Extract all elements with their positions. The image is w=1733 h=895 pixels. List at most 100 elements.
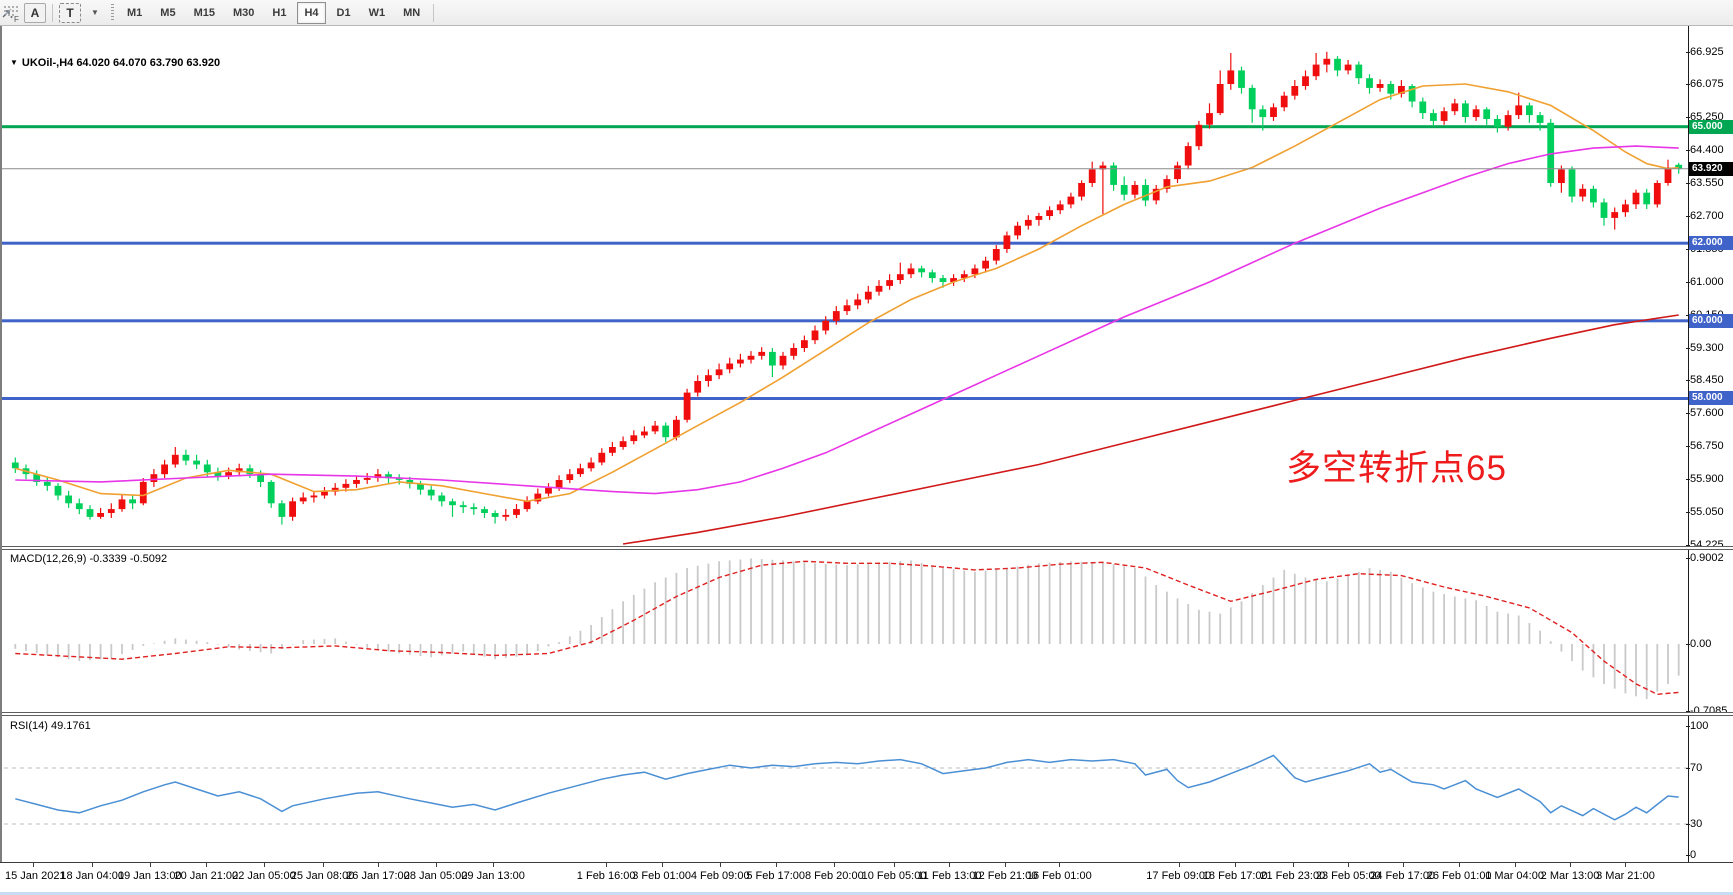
symbol-label-text: UKOil-,H4 64.020 64.070 63.790 63.920 [21,57,221,69]
time-tick [322,863,324,867]
timeframe-button-h4[interactable]: H4 [297,1,326,24]
time-tick [92,863,94,867]
time-tick [32,863,34,867]
time-axis-label: 29 Jan 13:00 [461,870,525,882]
time-tick [661,863,663,867]
time-tick [720,863,722,867]
level-line [2,319,1690,323]
panel-splitter[interactable] [2,546,1733,550]
time-axis-label: 1 Mar 04:00 [1485,870,1544,882]
price-tick-label: 65.250 [1686,111,1733,124]
ma-slow-line [622,314,1679,545]
time-tick [949,863,951,867]
timeframe-button-d1[interactable]: D1 [336,6,351,19]
macd-indicator-label: MACD(12,26,9) -0.3339 -0.5092 [10,553,168,565]
chart-annotation-text[interactable]: 多空转折点65 [1286,449,1507,488]
rsi-line [15,754,1679,821]
toolbar: F A T ▼ M1 M5 M15 M30 H1 H4 D1 W1 MN [0,0,1733,26]
time-axis-label: 5 Feb 17:00 [746,870,806,882]
time-axis-label: 28 Jan 05:00 [403,870,468,882]
symbol-ohlc-label: ▼ UKOil-,H4 64.020 64.070 63.790 63.920 [10,57,220,69]
time-axis-label: 10 Feb 05:00 [861,870,927,882]
time-tick [377,863,379,867]
timeframe-button-m30[interactable]: M30 [232,6,255,19]
time-tick [1514,863,1516,867]
panel-splitter[interactable] [2,712,1733,716]
time-tick [775,863,777,867]
macd-scale-label: 0.00 [1686,638,1733,651]
macd-signal-line [15,560,1679,696]
price-tick-label: 61.000 [1686,276,1733,289]
timeframe-button-m15[interactable]: M15 [193,6,215,19]
timeframe-button-mn[interactable]: MN [403,6,421,19]
price-tick-label: 66.075 [1686,78,1733,91]
time-axis-label: 24 Feb 17:00 [1370,870,1436,882]
time-tick [263,863,265,867]
ma-medium-line [15,145,1679,495]
time-axis-label: 2 Mar 13:00 [1540,870,1600,882]
time-tick [1059,863,1061,867]
timeframe-button-h1[interactable]: H1 [272,6,287,19]
time-axis-label: 22 Jan 05:00 [232,870,296,882]
time-tick [149,863,151,867]
time-axis-label: 20 Jan 21:00 [174,870,239,882]
price-level-badge: 65.000 [1689,119,1733,134]
price-tick-label: 56.750 [1686,440,1733,453]
time-axis-label: 16 Feb 01:00 [1026,870,1092,882]
timeframe-button-w1[interactable]: W1 [368,6,386,19]
time-tick [894,863,896,867]
svg-text:F: F [14,15,19,23]
time-axis-label: 3 Mar 21:00 [1596,870,1655,882]
toolbar-separator [433,3,435,22]
level-line [2,125,1690,129]
time-axis-label: 18 Jan 04:00 [60,870,125,882]
current-price-badge: 63.920 [1689,161,1733,176]
time-axis-label: 17 Feb 09:00 [1146,870,1212,882]
price-level-badge: 62.000 [1689,236,1733,251]
rsi-scale-label: 0 [1686,849,1733,862]
price-tick-label: 55.900 [1686,473,1733,486]
time-axis-label: 8 Feb 20:00 [804,870,864,882]
time-tick [1625,863,1627,867]
rsi-indicator-label: RSI(14) 49.1761 [10,720,91,732]
price-tick-label: 58.450 [1686,374,1733,387]
rsi-scale-label: 100 [1686,720,1733,733]
timeframe-button-m5[interactable]: M5 [160,6,176,19]
rsi-scale-label: 70 [1686,762,1733,775]
time-tick [1235,863,1237,867]
time-axis-label: 23 Feb 05:00 [1315,870,1381,882]
price-level-badge: 58.000 [1689,391,1733,406]
macd-canvas[interactable] [2,549,1733,712]
time-tick [206,863,208,867]
price-axis-line [1688,26,1689,862]
time-axis-label: 18 Feb 17:00 [1202,870,1268,882]
time-tick [834,863,836,867]
toolbar-separator [52,3,53,22]
double-arrows-icon [2,8,13,18]
price-tick-label: 63.550 [1686,177,1733,190]
time-axis-label: 19 Jan 13:00 [117,870,182,882]
rsi-scale-label: 30 [1686,818,1733,831]
price-tick-label: 55.050 [1686,506,1733,519]
collapse-triangle-icon[interactable]: ▼ [10,58,18,67]
text-tool-t-button[interactable]: T [59,2,81,23]
chart-window[interactable]: ▼ UKOil-,H4 64.020 64.070 63.790 63.920 M… [0,26,1733,895]
arrow-text-a-button[interactable]: A [24,2,46,23]
level-line [2,397,1690,400]
arrows-style-dropdown-button[interactable]: ▼ [2,3,105,23]
timeframe-button-m1[interactable]: M1 [127,6,143,19]
time-axis[interactable]: 15 Jan 2021 18 Jan 04:00 19 Jan 13:00 20 Ja… [0,862,1733,894]
candles-group [11,51,1683,525]
price-level-badge: 60.000 [1689,313,1733,328]
macd-histogram [14,558,1680,700]
time-tick [435,863,437,867]
time-axis-label: 26 Jan 17:00 [346,870,410,882]
rsi-canvas[interactable] [2,716,1733,862]
window-bottom-edge [0,892,1733,895]
time-tick [1004,863,1006,867]
main-chart-canvas[interactable] [2,26,1733,546]
price-tick-label: 64.400 [1686,144,1733,157]
toolbar-drag-handle[interactable] [111,3,114,22]
time-tick [493,863,495,867]
time-tick [1178,863,1180,867]
